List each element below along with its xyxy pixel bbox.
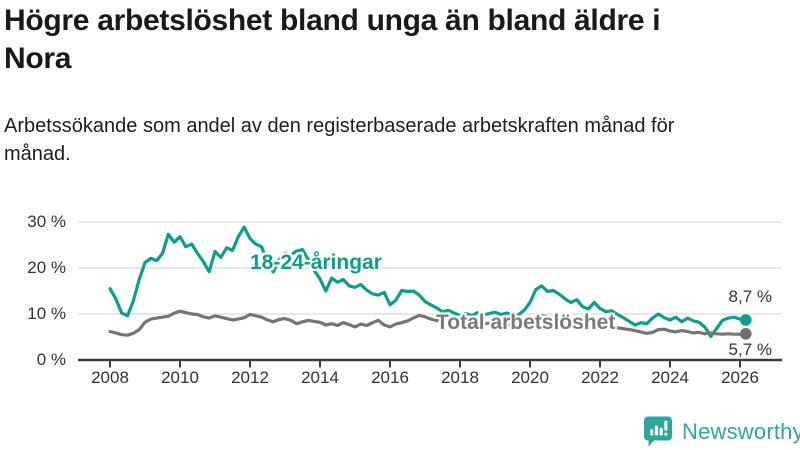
newsworthy-logo: Newsworthy	[644, 416, 800, 447]
y-tick-label: 20 %	[27, 258, 66, 277]
bar-chart-bubble-icon	[644, 416, 672, 447]
x-tick-label: 2018	[441, 368, 479, 387]
x-tick-label: 2026	[721, 368, 759, 387]
series-line-youth	[108, 225, 748, 339]
end-value-label-youth: 8,7 %	[728, 287, 772, 306]
end-value-label-total: 5,7 %	[728, 340, 772, 359]
page-title-line2: Nora	[4, 41, 72, 75]
x-tick-label: 2012	[231, 368, 269, 387]
page-title: Högre arbetslöshet bland unga än bland ä…	[4, 2, 796, 77]
series-label-total: Total arbetslöshet	[436, 311, 616, 334]
x-tick-label: 2022	[581, 368, 619, 387]
series-line-total	[108, 309, 748, 337]
series-label-youth: 18-24-åringar	[250, 251, 382, 274]
x-tick-label: 2020	[511, 368, 549, 387]
x-tick-label: 2008	[91, 368, 129, 387]
y-tick-label: 30 %	[27, 212, 66, 231]
brand-name: Newsworthy	[682, 418, 800, 444]
y-tick-label: 0 %	[36, 350, 66, 369]
x-tick-label: 2014	[301, 368, 339, 387]
y-tick-label: 10 %	[27, 304, 66, 323]
series-end-dot-total	[740, 328, 752, 340]
x-tick-label: 2010	[161, 368, 199, 387]
series-end-dot-youth	[740, 314, 752, 326]
chart-subtitle: Arbetssökande som andel av den registerb…	[4, 115, 675, 165]
x-tick-label: 2024	[651, 368, 689, 387]
x-tick-label: 2016	[371, 368, 409, 387]
page-title-line1: Högre arbetslöshet bland unga än bland ä…	[4, 4, 661, 37]
